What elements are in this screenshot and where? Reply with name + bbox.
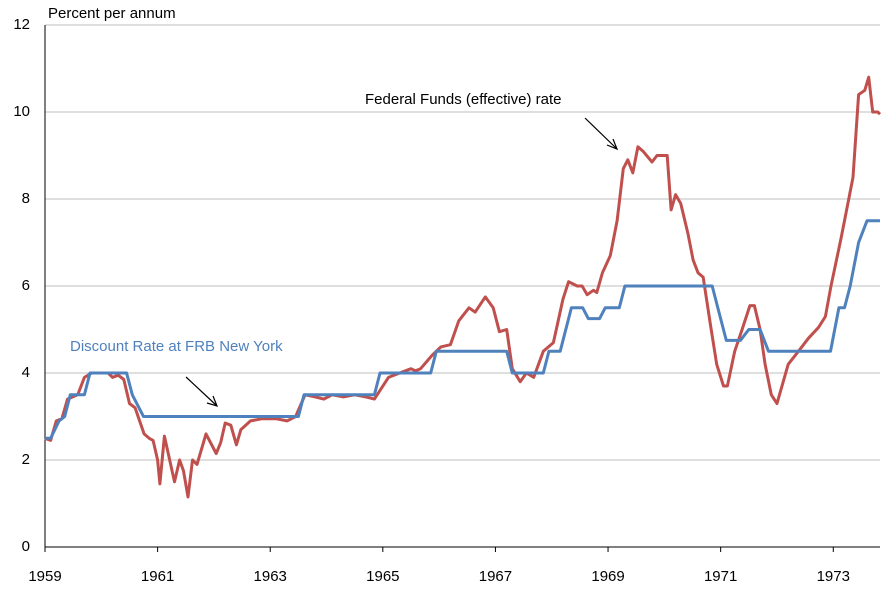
x-tick-label: 1961 — [141, 568, 174, 585]
series-line — [45, 219, 880, 440]
x-tick-label: 1973 — [817, 568, 850, 585]
y-axis-label: Percent per annum — [48, 5, 176, 22]
annotation: Federal Funds (effective) rate — [365, 91, 561, 108]
x-tick-label: 1967 — [479, 568, 512, 585]
x-tick-label: 1971 — [704, 568, 737, 585]
x-tick-label: 1965 — [366, 568, 399, 585]
x-tick-label: 1963 — [254, 568, 287, 585]
x-tick-label: 1959 — [28, 568, 61, 585]
x-tick-label: 1969 — [591, 568, 624, 585]
y-tick-label: 8 — [22, 190, 30, 207]
y-tick-label: 2 — [22, 451, 30, 468]
arrow — [185, 117, 619, 407]
series-line — [44, 75, 882, 499]
y-tick-label: 12 — [13, 16, 30, 33]
y-tick-label: 4 — [22, 364, 30, 381]
y-tick-label: 10 — [13, 103, 30, 120]
annotation: Discount Rate at FRB New York — [70, 338, 283, 355]
y-tick-label: 6 — [22, 277, 30, 294]
y-tick-label: 0 — [22, 538, 30, 555]
